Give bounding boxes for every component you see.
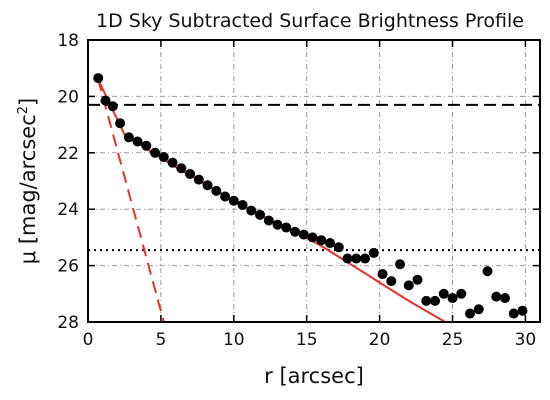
model-line-dashed: [97, 79, 165, 323]
data-point: [255, 209, 266, 220]
data-point: [351, 253, 362, 264]
data-point: [342, 253, 353, 264]
data-point: [150, 147, 161, 158]
data-point: [316, 235, 327, 246]
data-point: [193, 174, 204, 185]
y-axis-label-close: ]: [16, 98, 40, 106]
reference-lines: [88, 103, 540, 252]
data-point: [185, 168, 196, 179]
data-point: [438, 288, 449, 299]
chart-title: 1D Sky Subtracted Surface Brightness Pro…: [96, 10, 524, 32]
y-tick-label: 26: [57, 257, 79, 277]
x-tick-label: 0: [83, 330, 94, 350]
data-point: [237, 199, 248, 210]
data-point: [412, 274, 423, 285]
data-point: [290, 226, 301, 237]
data-point: [132, 136, 143, 147]
data-point: [202, 180, 213, 191]
data-point: [368, 247, 379, 258]
data-point: [395, 259, 406, 270]
data-points: [93, 73, 528, 319]
y-axis-label-main: μ [mag/arcsec: [16, 114, 40, 264]
data-point: [123, 132, 134, 143]
data-point: [491, 291, 502, 302]
data-point: [307, 232, 318, 243]
data-point: [430, 295, 441, 306]
data-point: [482, 266, 493, 277]
y-axis-label: μ [mag/arcsec2]: [16, 98, 40, 264]
data-point: [272, 219, 283, 230]
data-point: [100, 95, 111, 106]
data-point: [360, 253, 371, 264]
data-point: [141, 140, 152, 151]
y-tick-label: 20: [57, 87, 79, 107]
data-point: [447, 293, 458, 304]
grid-lines: [88, 40, 540, 322]
axis-ticks: 0 5 10 15 20 25 30 18 20 22 24 26 28: [57, 31, 540, 350]
y-tick-label: 22: [57, 144, 79, 164]
data-point: [500, 293, 511, 304]
y-tick-label: 18: [57, 31, 79, 51]
data-point: [115, 118, 126, 129]
data-point: [325, 238, 336, 249]
data-point: [281, 222, 292, 233]
data-point: [421, 295, 432, 306]
x-tick-label: 20: [369, 330, 391, 350]
x-tick-label: 15: [296, 330, 318, 350]
plot-frame: [87, 39, 541, 323]
data-point: [456, 288, 467, 299]
data-point: [333, 242, 344, 253]
data-point: [158, 152, 169, 163]
data-point: [298, 229, 309, 240]
data-point: [263, 215, 274, 226]
y-axis-label-superscript: 2: [16, 106, 31, 114]
data-point: [246, 205, 257, 216]
data-point: [473, 304, 484, 315]
y-tick-label: 28: [57, 313, 79, 333]
x-tick-label: 25: [442, 330, 464, 350]
data-point: [107, 101, 118, 112]
data-point: [403, 280, 414, 291]
data-point: [211, 185, 222, 196]
data-point: [465, 308, 476, 319]
y-tick-label: 24: [57, 200, 79, 220]
data-point: [93, 73, 104, 84]
data-point: [377, 269, 388, 280]
data-point: [508, 308, 519, 319]
data-point: [386, 276, 397, 287]
data-point: [517, 305, 528, 316]
x-axis-label: r [arcsec]: [264, 364, 364, 388]
x-tick-label: 5: [155, 330, 166, 350]
data-point: [167, 157, 178, 168]
x-tick-label: 30: [515, 330, 537, 350]
x-tick-label: 10: [223, 330, 245, 350]
data-point: [176, 163, 187, 174]
data-point: [220, 191, 231, 202]
data-point: [228, 195, 239, 206]
